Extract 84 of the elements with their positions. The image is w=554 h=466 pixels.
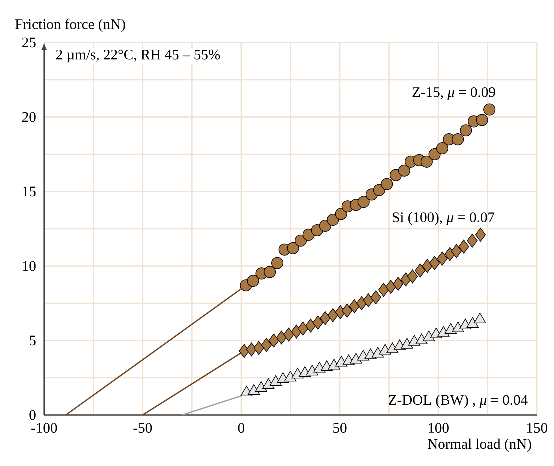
annotation: 2 µm/s, 22°C, RH 45 – 55%	[56, 50, 220, 63]
point	[467, 234, 478, 248]
point	[320, 311, 331, 326]
point	[484, 104, 496, 116]
point	[356, 296, 368, 310]
text: Z-DOL (BW) , μ = 0.04	[389, 394, 528, 408]
point	[386, 280, 396, 294]
point	[474, 312, 486, 324]
point	[390, 169, 402, 182]
point	[400, 272, 412, 287]
point	[393, 277, 404, 292]
point	[264, 266, 276, 278]
point	[476, 114, 488, 126]
y-tick-label: 20	[22, 112, 36, 122]
point	[342, 304, 353, 318]
point	[262, 378, 275, 390]
point	[401, 338, 414, 349]
point	[381, 178, 394, 190]
point	[312, 316, 324, 330]
y-tick-label: 5	[30, 336, 36, 346]
y-tick-label: 10	[23, 261, 36, 272]
point	[287, 242, 300, 254]
point	[438, 326, 450, 337]
point	[306, 318, 316, 333]
point	[268, 334, 280, 348]
point	[475, 228, 486, 242]
point	[248, 384, 260, 396]
point	[460, 124, 472, 137]
x-tick-label: 150	[527, 423, 548, 434]
point	[284, 371, 297, 382]
point	[254, 341, 264, 356]
point	[327, 214, 340, 226]
point	[284, 328, 294, 342]
x-tick-label: -100	[32, 423, 58, 434]
point	[270, 376, 282, 386]
point	[261, 338, 272, 352]
point	[437, 252, 448, 266]
point	[458, 240, 470, 254]
point	[373, 184, 386, 196]
x-tick-label: -50	[134, 423, 152, 434]
point	[328, 359, 340, 370]
point	[335, 208, 348, 220]
x-tick-label: 50	[334, 423, 347, 434]
y-tick-label: 0	[30, 410, 36, 420]
point	[428, 148, 441, 161]
point	[452, 134, 464, 146]
point	[272, 257, 284, 270]
series-label: Si (100), μ = 0.07	[393, 212, 495, 226]
point	[423, 330, 436, 342]
point	[239, 344, 250, 358]
x-tick-label: 100	[428, 423, 449, 434]
x-tick-label: 0	[238, 423, 245, 434]
point	[415, 264, 426, 278]
point	[328, 308, 338, 322]
point	[398, 164, 410, 177]
point	[349, 300, 360, 314]
point	[422, 259, 433, 274]
y-axis-title: Friction force (nN)	[15, 18, 126, 32]
point	[350, 353, 362, 364]
point	[378, 283, 390, 298]
point	[386, 342, 399, 354]
point	[306, 365, 318, 376]
point	[451, 244, 462, 258]
point	[247, 275, 260, 288]
point	[358, 196, 370, 208]
point	[452, 322, 464, 333]
y-tick-label: 15	[23, 186, 36, 197]
point	[276, 330, 287, 345]
point	[430, 256, 440, 270]
point	[246, 342, 258, 357]
x-axis-title: Normal load (nN)	[428, 438, 532, 452]
point	[319, 220, 332, 232]
point	[298, 322, 308, 336]
point	[363, 294, 374, 308]
point	[407, 270, 418, 284]
point	[294, 234, 308, 247]
series-label: Z-15, μ = 0.09	[412, 87, 496, 100]
point	[255, 382, 268, 392]
point	[370, 290, 382, 305]
point	[420, 156, 433, 168]
point	[466, 317, 479, 328]
point	[416, 334, 428, 344]
point	[436, 142, 449, 155]
y-tick-label: 25	[22, 38, 36, 48]
